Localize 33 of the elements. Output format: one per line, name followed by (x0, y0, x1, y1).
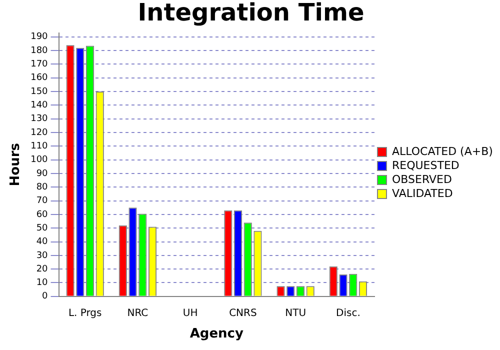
y-tick-label: 40 (36, 237, 48, 248)
y-tick-label: 0 (42, 292, 48, 302)
y-tick-label: 120 (30, 128, 48, 138)
y-tick-label: 190 (30, 32, 48, 42)
y-tick-label: 150 (30, 86, 48, 97)
y-tick-label: 170 (30, 60, 48, 70)
legend-label: OBSERVED (392, 172, 452, 186)
y-tick-label: 10 (36, 278, 48, 288)
x-axis-title: Agency (190, 326, 244, 342)
legend-label: VALIDATED (392, 186, 453, 200)
x-tick-label: NRC (127, 308, 148, 319)
y-tick-label: 50 (36, 223, 48, 234)
y-tick-label: 60 (36, 210, 48, 220)
chart-title: Integration Time (138, 0, 364, 27)
y-tick-label: 130 (30, 114, 48, 124)
y-tick-label: 70 (36, 196, 48, 206)
x-tick-label: L. Prgs (68, 308, 102, 319)
x-tick-label: UH (182, 308, 198, 319)
y-tick-label: 160 (30, 73, 48, 84)
y-tick-label: 80 (36, 182, 48, 192)
x-tick-label: CNRS (229, 308, 257, 319)
y-tick-label: 110 (30, 142, 48, 152)
x-tick-label: NTU (285, 308, 306, 319)
y-tick-label: 100 (30, 155, 48, 166)
y-tick-label: 30 (36, 250, 48, 261)
y-tick-label: 90 (36, 168, 48, 179)
y-axis-title: Hours (8, 142, 24, 186)
legend-label: ALLOCATED (A+B) (392, 144, 493, 158)
y-tick-label: 140 (30, 100, 48, 111)
legend-label: REQUESTED (392, 158, 460, 172)
y-tick-label: 180 (30, 46, 48, 56)
y-tick-label: 20 (36, 264, 48, 274)
x-tick-label: Disc. (336, 308, 360, 319)
